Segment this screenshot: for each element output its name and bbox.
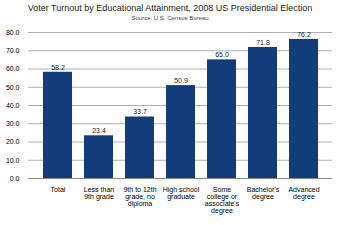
svg-text:50.9: 50.9 (174, 77, 188, 84)
svg-text:65.0: 65.0 (215, 51, 229, 58)
svg-text:70.0: 70.0 (6, 47, 20, 54)
svg-text:60.0: 60.0 (6, 65, 20, 72)
svg-text:33.7: 33.7 (133, 108, 147, 115)
svg-text:High schoolgraduate: High schoolgraduate (163, 186, 200, 201)
svg-text:Advanceddegree: Advanceddegree (288, 186, 319, 201)
svg-text:23.4: 23.4 (92, 127, 106, 134)
svg-text:58.2: 58.2 (51, 64, 65, 71)
svg-text:Somecollege orassociate'sdegre: Somecollege orassociate'sdegree (205, 186, 240, 215)
svg-text:10.0: 10.0 (6, 156, 20, 163)
svg-text:Less than9th grade: Less than9th grade (84, 186, 114, 201)
svg-text:76.2: 76.2 (297, 31, 311, 38)
svg-text:40.0: 40.0 (6, 102, 20, 109)
svg-text:80.0: 80.0 (6, 29, 20, 36)
svg-text:50.0: 50.0 (6, 83, 20, 90)
html-text:Source: U.S. Census Bureau: Source: U.S. Census Bureau (131, 15, 209, 21)
svg-text:Total: Total (51, 186, 66, 193)
svg-text:20.0: 20.0 (6, 138, 20, 145)
svg-text:0.0: 0.0 (10, 175, 20, 182)
svg-text:Bachelor'sdegree: Bachelor'sdegree (247, 186, 280, 201)
svg-text:30.0: 30.0 (6, 120, 20, 127)
html-text:Voter Turnout by Educational A: Voter Turnout by Educational Attainment,… (27, 3, 313, 13)
svg-text:71.8: 71.8 (256, 39, 270, 46)
svg-text:9th to 12thgrade, nodiploma: 9th to 12thgrade, nodiploma (123, 186, 156, 208)
